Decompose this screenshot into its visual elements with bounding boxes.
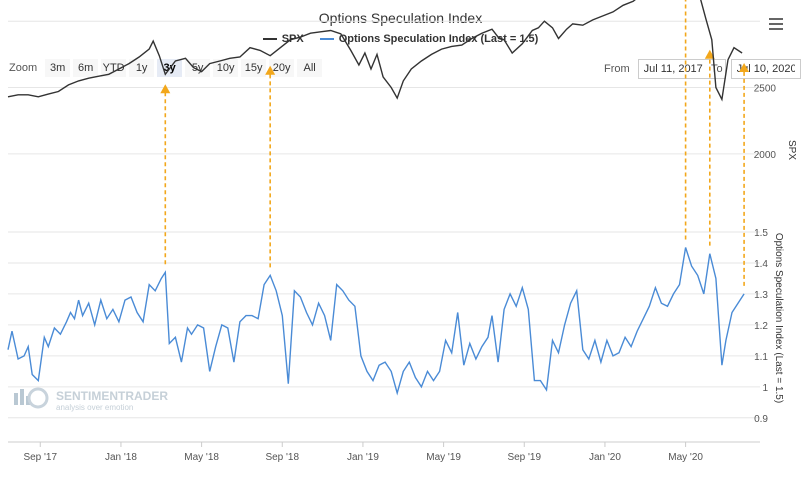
zoom-button-3m[interactable]: 3m <box>45 59 71 77</box>
osi-tick-label: 0.9 <box>754 414 768 425</box>
osi-tick-label: 1.5 <box>754 228 768 239</box>
zoom-button-10y[interactable]: 10y <box>213 59 239 77</box>
from-date-input[interactable] <box>637 59 726 79</box>
spx-tick-label: 2000 <box>754 150 777 161</box>
from-range: From <box>604 59 726 79</box>
watermark-logo-ring <box>27 387 49 409</box>
to-range: To <box>711 59 801 79</box>
to-label: To <box>711 63 723 75</box>
osi-tick-label: 1.1 <box>754 352 768 363</box>
to-date-input[interactable] <box>730 59 801 79</box>
osi-axis-title: Options Speculation Index (Last = 1.5) <box>773 233 784 403</box>
arrow-head <box>265 65 276 75</box>
x-tick-label: Sep '19 <box>507 452 541 463</box>
gridlines <box>8 20 760 443</box>
x-tick-label: Sep '17 <box>23 452 57 463</box>
zoom-button-5y[interactable]: 5y <box>185 59 211 77</box>
osi-tick-label: 1.4 <box>754 259 768 270</box>
osi-series-line[interactable] <box>7 247 745 396</box>
arrow-head <box>704 49 715 59</box>
hamburger-menu-icon[interactable] <box>769 18 783 33</box>
watermark-logo-bar-2 <box>20 389 24 405</box>
arrow-head <box>160 84 171 94</box>
legend-swatch-osi <box>319 38 334 40</box>
zoom-button-6m[interactable]: 6m <box>73 59 99 77</box>
legend-swatch-spx <box>262 38 277 40</box>
spx-axis: 2000 2500 <box>754 84 777 161</box>
osi-axis: 0.9 1 1.1 1.2 1.3 1.4 1.5 <box>754 228 768 425</box>
x-tick-label: Jan '18 <box>105 452 137 463</box>
x-tick-label: Jan '19 <box>347 452 379 463</box>
chart-title: Options Speculation Index <box>318 10 483 26</box>
x-tick-label: Jan '20 <box>589 452 621 463</box>
zoom-button-all[interactable]: All <box>297 59 323 77</box>
legend-label-osi: Options Speculation Index (Last = 1.5) <box>338 33 539 45</box>
arrow-head <box>739 63 750 73</box>
x-axis: Sep '17 Jan '18 May '18 Sep '18 Jan '19 May '… <box>23 442 703 463</box>
from-label: From <box>604 63 630 75</box>
watermark-logo-bar-1 <box>14 393 18 405</box>
osi-tick-label: 1.2 <box>754 321 768 332</box>
watermark-tagline: analysis over emotion <box>56 403 133 412</box>
zoom-button-ytd[interactable]: YTD <box>101 59 127 77</box>
watermark-brand: SENTIMENTRADER <box>56 389 168 403</box>
osi-tick-label: 1.3 <box>754 290 768 301</box>
annotation-arrows <box>160 0 750 286</box>
osi-tick-label: 1 <box>762 383 768 394</box>
zoom-button-20y[interactable]: 20y <box>269 59 295 77</box>
zoom-button-15y[interactable]: 15y <box>241 59 267 77</box>
x-tick-label: May '20 <box>668 452 703 463</box>
spx-tick-label: 2500 <box>754 84 777 95</box>
zoom-label: Zoom <box>9 62 38 74</box>
legend-item-osi[interactable]: Options Speculation Index (Last = 1.5) <box>319 33 539 45</box>
zoom-button-1y[interactable]: 1y <box>129 59 155 77</box>
watermark: SENTIMENTRADER analysis over emotion <box>14 387 168 412</box>
x-tick-label: May '19 <box>426 452 461 463</box>
x-tick-label: Sep '18 <box>265 452 299 463</box>
spx-axis-title: SPX <box>786 140 797 160</box>
spx-series-line[interactable] <box>7 0 743 102</box>
x-tick-label: May '18 <box>184 452 219 463</box>
